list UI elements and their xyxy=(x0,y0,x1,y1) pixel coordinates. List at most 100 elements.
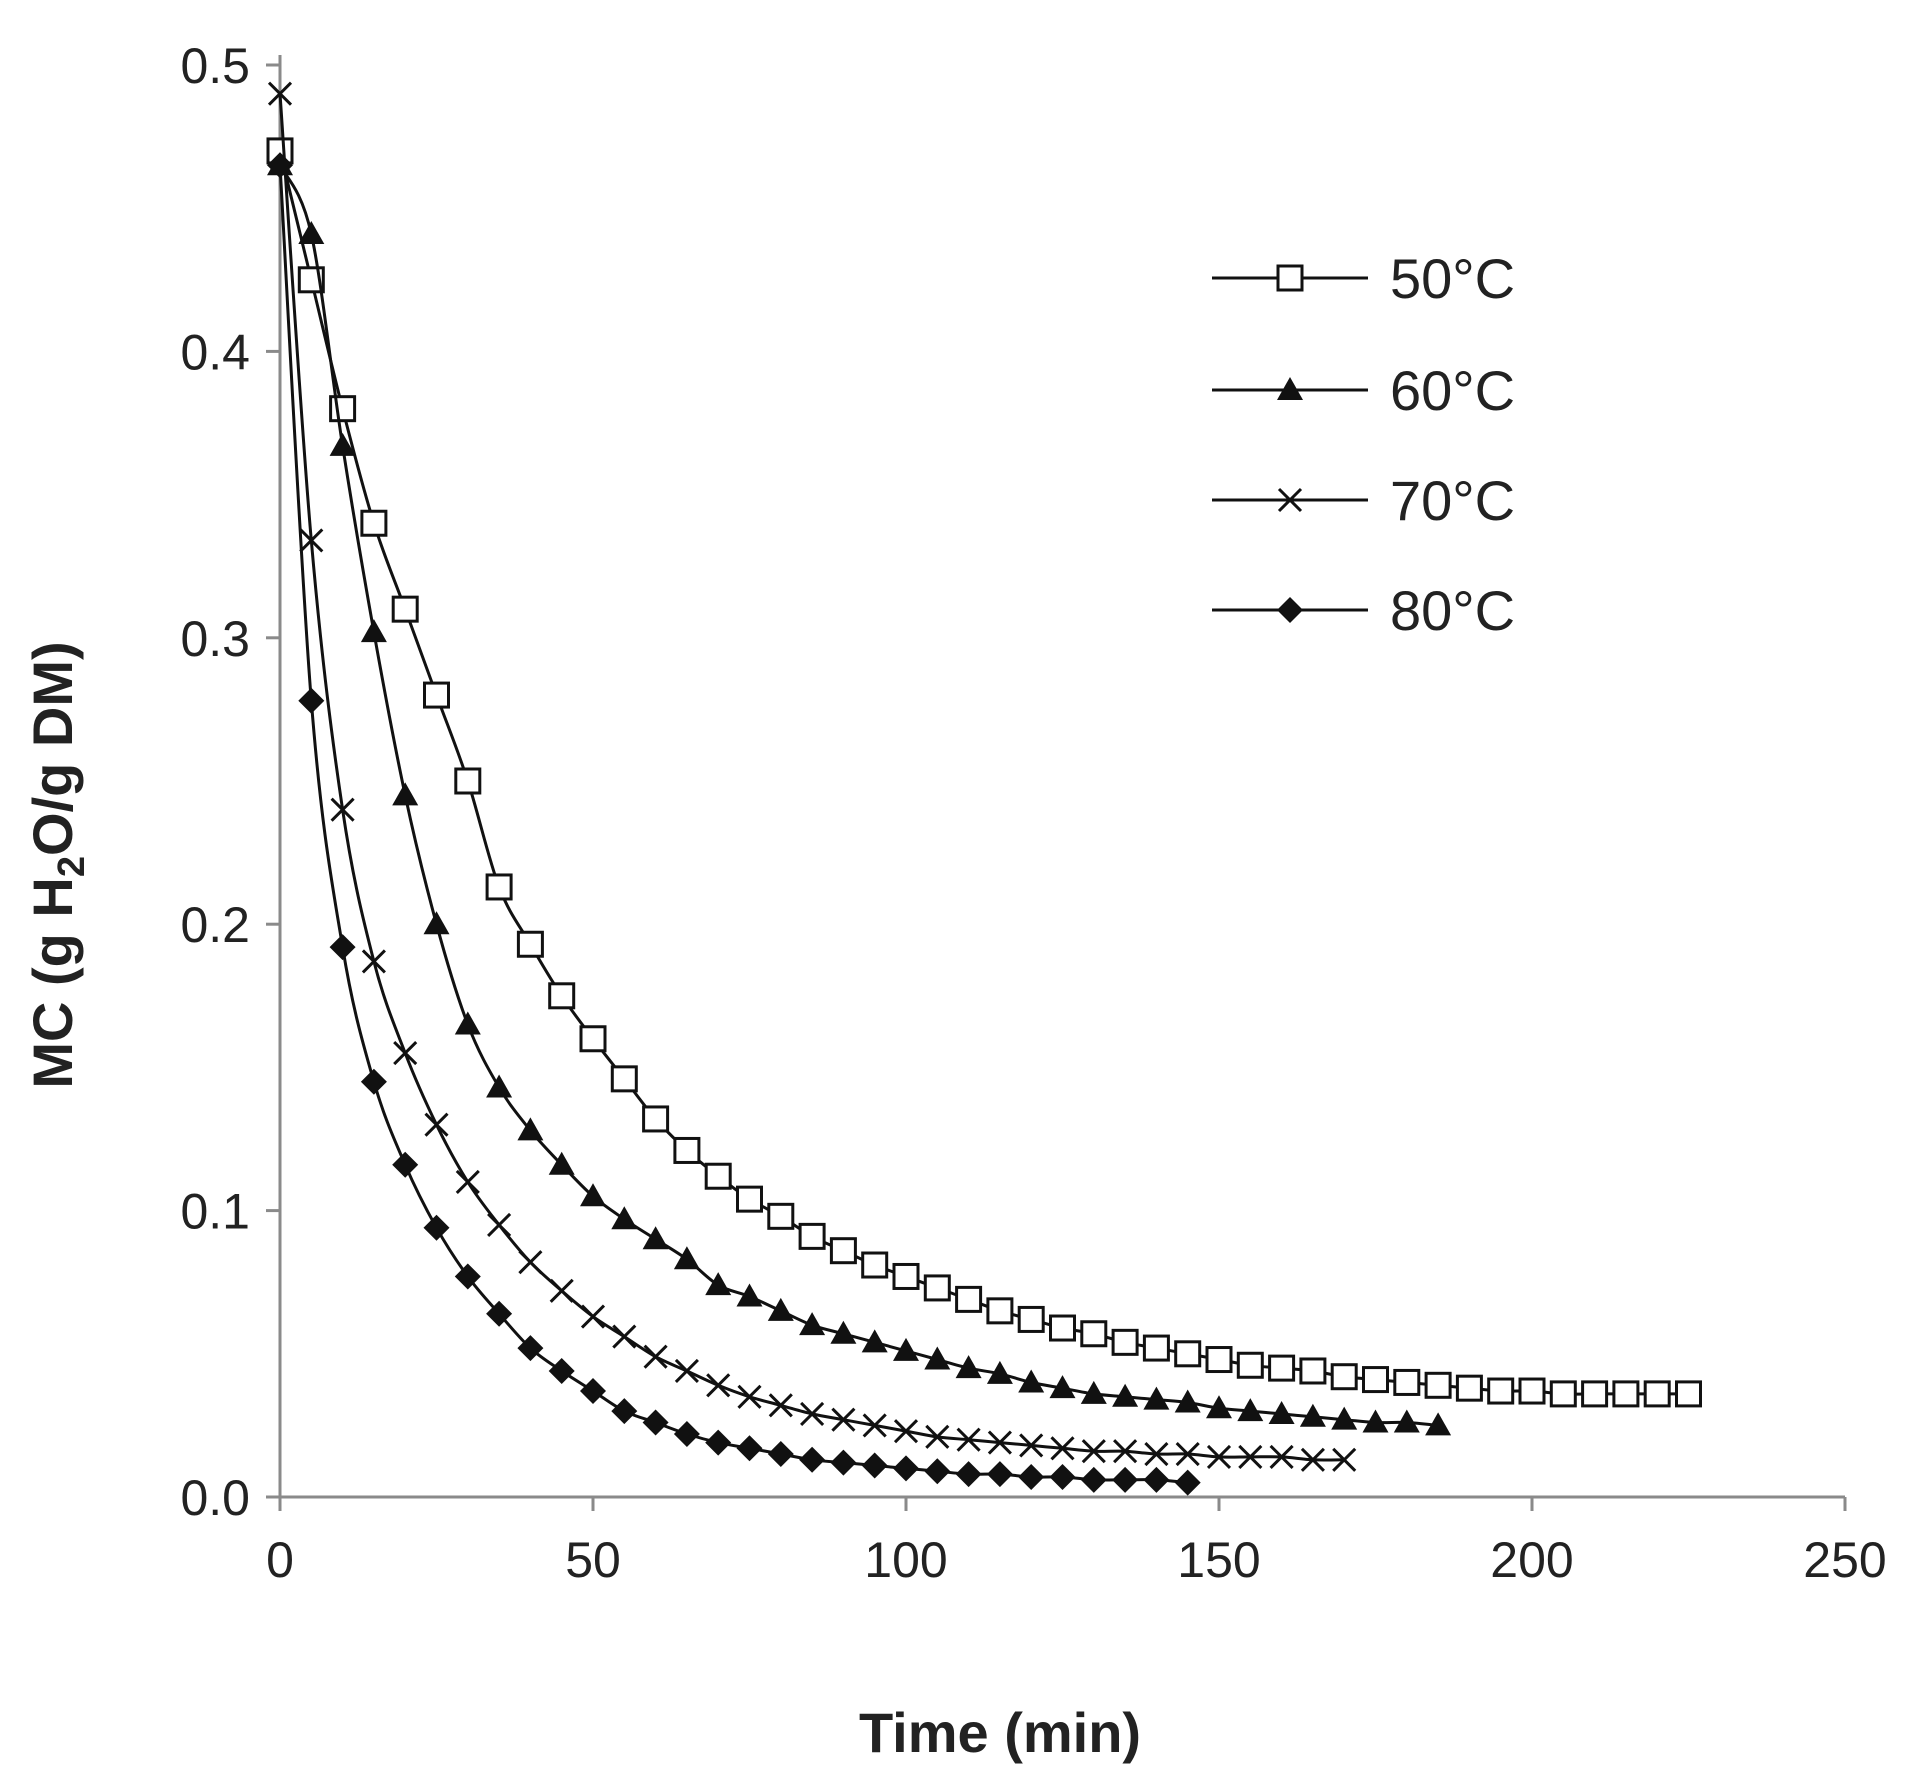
data-point xyxy=(299,528,324,553)
data-point xyxy=(455,1169,480,1195)
data-point xyxy=(923,1274,951,1302)
data-point xyxy=(893,1455,919,1482)
data-point xyxy=(1518,1377,1546,1405)
data-point xyxy=(579,1025,607,1053)
data-point xyxy=(1238,1444,1263,1469)
legend-marker xyxy=(1277,487,1303,513)
data-point xyxy=(706,1373,731,1398)
data-point xyxy=(986,1360,1013,1384)
data-point xyxy=(423,1214,450,1241)
data-point xyxy=(925,1424,950,1449)
legend-marker xyxy=(1277,597,1303,623)
data-point xyxy=(705,1429,732,1456)
data-point xyxy=(924,1346,951,1370)
data-point xyxy=(1643,1380,1671,1408)
data-point xyxy=(798,1222,826,1250)
data-point xyxy=(1112,1383,1139,1407)
legend-item: 50°C xyxy=(1212,247,1515,310)
data-point xyxy=(1143,1386,1170,1410)
data-point xyxy=(1393,1368,1421,1396)
series-80CC xyxy=(267,152,1201,1496)
data-point xyxy=(892,1262,920,1290)
data-point xyxy=(768,1393,793,1418)
data-point xyxy=(1112,1466,1139,1493)
data-point xyxy=(1017,1305,1045,1333)
x-tick-label: 250 xyxy=(1803,1532,1886,1588)
legend-item: 70°C xyxy=(1212,469,1515,532)
data-point xyxy=(517,1117,544,1141)
legend-item: 60°C xyxy=(1212,359,1515,422)
data-point xyxy=(454,1011,481,1035)
data-point xyxy=(548,1151,575,1175)
data-point xyxy=(767,1297,794,1321)
data-point xyxy=(1144,1441,1169,1467)
data-point xyxy=(486,1074,513,1098)
data-point xyxy=(1113,1439,1138,1464)
data-point xyxy=(986,1461,1013,1488)
data-point xyxy=(861,1251,889,1279)
plot-axes: 0.0 0.1 0.2 0.3 0.4 0.5 0 50 100 150 200 250 xyxy=(180,38,1886,1588)
data-point xyxy=(329,934,356,961)
x-axis-title: Time (min) xyxy=(859,1701,1141,1764)
series-line xyxy=(278,165,1188,1485)
data-point xyxy=(580,1378,606,1405)
series-line xyxy=(278,93,1345,1462)
data-point xyxy=(642,1226,669,1250)
data-point xyxy=(1300,1447,1325,1472)
data-point xyxy=(330,797,355,822)
data-point xyxy=(924,1458,951,1485)
data-point xyxy=(1612,1380,1640,1408)
data-point xyxy=(830,1449,857,1476)
data-point xyxy=(674,1358,699,1384)
data-point xyxy=(799,1446,826,1473)
data-point xyxy=(1049,1463,1076,1490)
data-point xyxy=(423,911,450,935)
data-point xyxy=(424,1112,449,1137)
series-line xyxy=(278,164,1439,1427)
data-point xyxy=(1268,1354,1296,1382)
data-point xyxy=(1487,1377,1515,1405)
data-point xyxy=(1018,1463,1045,1490)
data-point xyxy=(423,681,450,709)
data-point xyxy=(612,1324,637,1349)
data-point xyxy=(1299,1357,1327,1385)
data-point xyxy=(360,509,388,537)
data-point xyxy=(1174,1469,1201,1496)
data-point xyxy=(298,687,325,714)
data-point xyxy=(642,1409,669,1436)
data-point xyxy=(800,1401,825,1427)
data-point xyxy=(1237,1398,1264,1422)
series-70CC xyxy=(267,81,1357,1472)
data-point xyxy=(580,1304,606,1329)
data-point xyxy=(1269,1444,1294,1469)
y-tick-label: 0.1 xyxy=(180,1184,250,1240)
data-point xyxy=(705,1272,732,1296)
data-point xyxy=(487,1212,512,1237)
data-point xyxy=(1330,1363,1358,1391)
data-point xyxy=(360,619,387,643)
data-point xyxy=(1268,1400,1295,1424)
data-point xyxy=(392,782,419,806)
data-point xyxy=(1206,1395,1232,1419)
series-layer xyxy=(266,81,1702,1496)
data-point xyxy=(1111,1328,1139,1356)
data-point xyxy=(1425,1412,1452,1436)
data-point xyxy=(831,1407,856,1432)
data-point xyxy=(1424,1371,1452,1399)
data-point xyxy=(955,1461,982,1488)
data-point xyxy=(1080,1466,1107,1493)
data-point xyxy=(391,595,419,623)
data-point xyxy=(392,1151,419,1178)
data-point xyxy=(737,1384,762,1409)
data-point xyxy=(1049,1375,1076,1399)
data-point xyxy=(736,1435,763,1462)
data-point xyxy=(956,1427,981,1452)
data-point xyxy=(986,1297,1014,1325)
data-point xyxy=(454,1263,481,1290)
y-axis-title: MC (g H2O/g DM) xyxy=(21,641,93,1088)
y-axis-title-suffix: O/g DM) xyxy=(21,641,84,856)
data-point xyxy=(861,1329,888,1353)
x-axis-ticks: 0 50 100 150 200 250 xyxy=(266,1497,1887,1588)
data-point xyxy=(1174,1340,1202,1368)
